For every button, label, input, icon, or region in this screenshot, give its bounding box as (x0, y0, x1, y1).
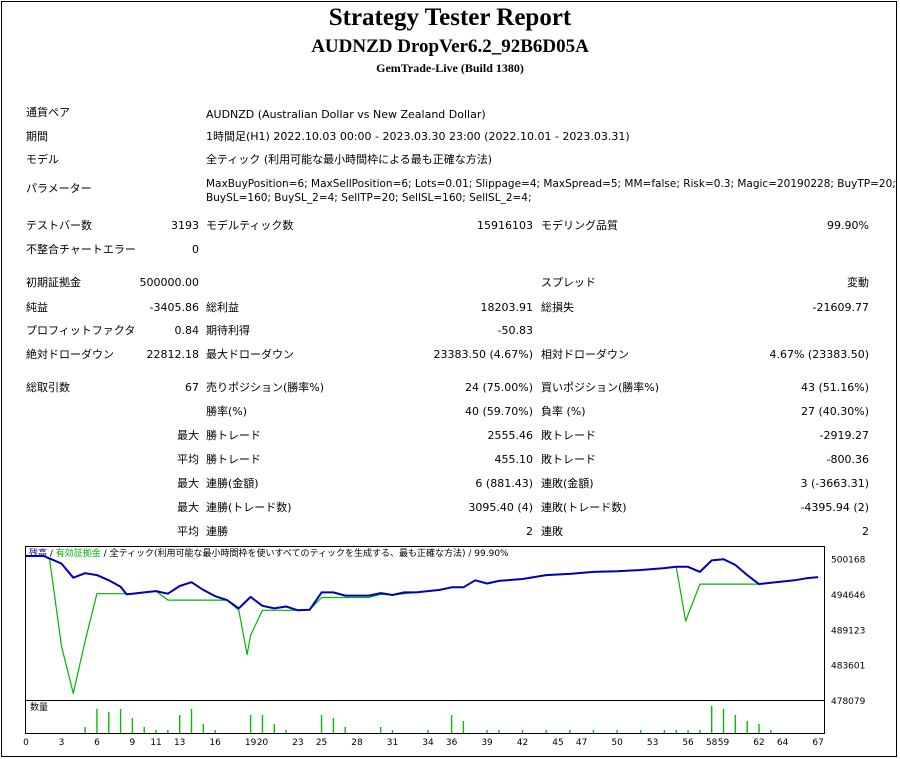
gross-loss-value: -21609.77 (812, 301, 869, 314)
abs-drawdown-label: 絶対ドローダウン (26, 348, 114, 361)
loss-rate-label: 負率 (%) (541, 405, 586, 418)
avg-word-2: 平均 (177, 525, 199, 538)
quality-value: 99.90% (827, 219, 869, 232)
avg-word: 平均 (177, 453, 199, 466)
rel-drawdown-label: 相対ドローダウン (541, 348, 629, 361)
net-profit-label: 純益 (26, 301, 48, 314)
expected-payoff-value: -50.83 (497, 324, 533, 337)
short-positions-value: 24 (75.00%) (464, 381, 533, 394)
model-label: モデル (26, 153, 59, 166)
largest-win-label: 勝トレード (206, 429, 261, 442)
max-consec-profit-value: 3095.40 (4) (468, 501, 533, 514)
gross-profit-label: 総利益 (206, 301, 239, 314)
bars-value: 3193 (171, 219, 199, 232)
errors-label: 不整合チャートエラー (26, 243, 136, 256)
abs-drawdown-value: 22812.18 (146, 348, 200, 361)
volume-chart-frame (25, 701, 825, 734)
max-consec-wins-label: 連勝(金額) (206, 477, 259, 490)
avg-consec-wins-value: 2 (526, 525, 533, 538)
max-consec-losses-value: 3 (-3663.31) (800, 477, 869, 490)
balance-chart-frame (25, 546, 825, 701)
largest-loss-label: 敗トレード (541, 429, 596, 442)
symbol-label: 通貨ペア (26, 106, 70, 119)
largest-win-value: 2555.46 (487, 429, 534, 442)
gross-profit-value: 18203.91 (480, 301, 534, 314)
gross-loss-label: 総損失 (541, 301, 574, 314)
avg-win-value: 455.10 (494, 453, 534, 466)
profit-factor-label: プロフィットファクタ (26, 324, 136, 337)
spread-label: スプレッド (541, 276, 596, 289)
total-trades-value: 67 (185, 381, 199, 394)
report-subtitle: AUDNZD DropVer6.2_92B6D05A (311, 36, 589, 57)
max-consec-loss-label: 連敗(トレード数) (541, 501, 627, 514)
avg-consec-wins-label: 連勝 (206, 525, 228, 538)
quality-label: モデリング品質 (541, 219, 618, 232)
long-positions-label: 買いポジション(勝率%) (541, 381, 660, 394)
max-word: 最大 (177, 429, 199, 442)
avg-loss-label: 敗トレード (541, 453, 596, 466)
max-drawdown-label: 最大ドローダウン (206, 348, 294, 361)
expected-payoff-label: 期待利得 (206, 324, 250, 337)
params-line-2: BuySL=160; BuySL_2=4; SellTP=20; SellSL=… (206, 192, 532, 204)
avg-consec-losses-label: 連敗 (541, 525, 563, 538)
largest-loss-value: -2919.27 (819, 429, 869, 442)
volume-label: 数量 (30, 703, 49, 713)
deposit-label: 初期証拠金 (26, 276, 81, 289)
bars-label: テストバー数 (26, 219, 92, 232)
max-word-2: 最大 (177, 477, 199, 490)
legend-balance: 残高 (29, 549, 48, 559)
symbol-value: AUDNZD (Australian Dollar vs New Zealand… (206, 108, 486, 121)
max-consec-wins-value: 6 (881.43) (475, 477, 533, 490)
max-drawdown-value: 23383.50 (4.67%) (433, 348, 533, 361)
legend-model: 全ティック(利用可能な最小時間枠を使いすべてのティックを生成する、最も正確な方法… (109, 549, 466, 559)
loss-rate-value: 27 (40.30%) (800, 405, 869, 418)
net-profit-value: -3405.86 (149, 301, 199, 314)
spread-value: 変動 (847, 276, 869, 289)
total-trades-label: 総取引数 (26, 381, 70, 394)
legend-quality: 99.90% (474, 549, 509, 559)
deposit-value: 500000.00 (139, 276, 200, 289)
errors-value: 0 (192, 243, 199, 256)
max-consec-loss-value: -4395.94 (2) (800, 501, 869, 514)
win-rate-label: 勝率(%) (206, 405, 248, 418)
report-title: Strategy Tester Report (328, 4, 572, 31)
max-word-3: 最大 (177, 501, 199, 514)
server-name: GemTrade-Live (Build 1380) (376, 61, 524, 75)
params-line-1: MaxBuyPosition=6; MaxSellPosition=6; Lot… (206, 178, 896, 190)
model-value: 全ティック (利用可能な最小時間枠による最も正確な方法) (206, 153, 493, 166)
period-value: 1時間足(H1) 2022.10.03 00:00 - 2023.03.30 2… (206, 130, 630, 143)
long-positions-value: 43 (51.16%) (800, 381, 869, 394)
short-positions-label: 売りポジション(勝率%) (206, 381, 325, 394)
profit-factor-value: 0.84 (174, 324, 200, 337)
win-rate-value: 40 (59.70%) (464, 405, 533, 418)
ticks-value: 15916103 (477, 219, 533, 232)
max-consec-profit-label: 連勝(トレード数) (206, 501, 292, 514)
avg-win-label: 勝トレード (206, 453, 261, 466)
ticks-label: モデルティック数 (206, 219, 294, 232)
legend-equity: 有効証拠金 (55, 549, 101, 559)
period-label: 期間 (26, 130, 48, 143)
rel-drawdown-value: 4.67% (23383.50) (769, 348, 869, 361)
avg-consec-losses-value: 2 (862, 525, 869, 538)
params-label: パラメーター (26, 182, 92, 195)
avg-loss-value: -800.36 (826, 453, 869, 466)
chart-legend: 残高 / 有効証拠金 / 全ティック(利用可能な最小時間枠を使いすべてのティック… (29, 549, 509, 559)
max-consec-losses-label: 連敗(金額) (541, 477, 594, 490)
